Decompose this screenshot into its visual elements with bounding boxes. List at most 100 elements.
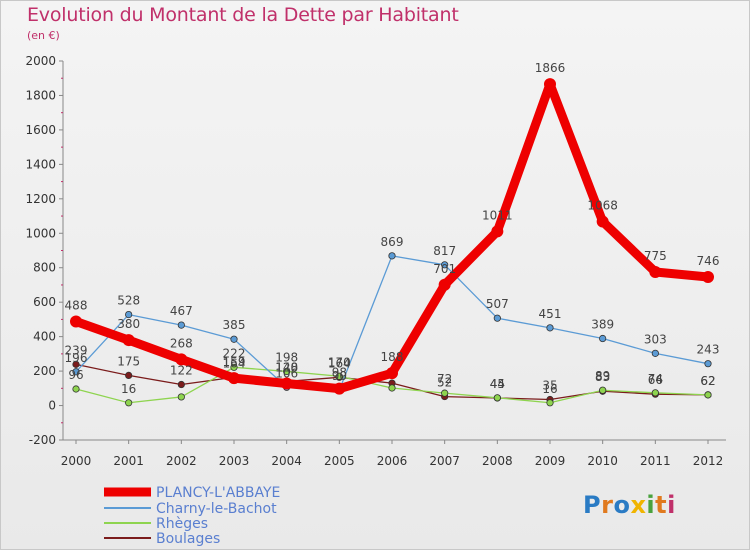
data-point bbox=[230, 335, 238, 343]
x-tick-label: 2004 bbox=[271, 454, 302, 468]
data-point bbox=[335, 372, 343, 380]
y-tick-label: 1600 bbox=[25, 123, 56, 137]
data-label: 488 bbox=[65, 298, 88, 312]
data-label: 1866 bbox=[535, 61, 566, 75]
data-label: 303 bbox=[644, 332, 667, 346]
data-point bbox=[493, 314, 501, 322]
data-label: 380 bbox=[117, 317, 140, 331]
y-tick-label: 400 bbox=[33, 330, 56, 344]
data-label: 451 bbox=[539, 307, 562, 321]
data-label: 746 bbox=[697, 254, 720, 268]
data-point bbox=[72, 360, 80, 368]
x-tick-label: 2011 bbox=[640, 454, 671, 468]
logo-letter: P bbox=[583, 491, 602, 519]
data-label: 869 bbox=[381, 235, 404, 249]
data-point bbox=[125, 371, 133, 379]
data-point bbox=[228, 372, 240, 385]
chart-subtitle: (en €) bbox=[27, 29, 60, 42]
data-label: 239 bbox=[65, 343, 88, 357]
data-point bbox=[599, 334, 607, 343]
legend-label: Charny-le-Bachot bbox=[156, 501, 277, 517]
y-tick-label: 1200 bbox=[25, 192, 56, 206]
data-point bbox=[388, 384, 396, 392]
data-label: 35 bbox=[542, 379, 557, 393]
data-label: 98 bbox=[332, 366, 347, 380]
data-point bbox=[72, 368, 80, 376]
data-label: 243 bbox=[697, 343, 720, 357]
x-tick-label: 2005 bbox=[324, 454, 355, 468]
x-tick-label: 2012 bbox=[693, 454, 724, 468]
data-label: 89 bbox=[595, 369, 610, 383]
data-point bbox=[649, 266, 662, 279]
data-point bbox=[596, 215, 609, 228]
data-point bbox=[599, 386, 607, 394]
legend-label: Rhèges bbox=[156, 516, 208, 532]
chart-axes: -200 0 200 400 600 800 1000 1200 1400 1600 1800 200… bbox=[25, 54, 726, 468]
data-point bbox=[441, 261, 449, 269]
logo-letter: i bbox=[667, 491, 676, 519]
x-tick-label: 2008 bbox=[482, 454, 513, 468]
data-point bbox=[704, 360, 712, 368]
data-label: 198 bbox=[275, 350, 298, 364]
logo-letter: o bbox=[613, 491, 631, 519]
data-point bbox=[72, 385, 80, 393]
data-point bbox=[386, 367, 398, 380]
data-label: 128 bbox=[275, 360, 298, 374]
data-label: 1011 bbox=[482, 208, 513, 222]
data-point bbox=[125, 399, 133, 407]
y-tick-label: 1000 bbox=[25, 226, 56, 240]
data-point bbox=[70, 315, 82, 328]
data-label: 66 bbox=[648, 373, 663, 387]
logo-letter: x bbox=[630, 491, 647, 519]
y-tick-label: 0 bbox=[48, 399, 56, 413]
data-label: 106 bbox=[275, 366, 298, 380]
data-point bbox=[175, 353, 188, 366]
data-label: 164 bbox=[328, 356, 351, 370]
x-tick-label: 2009 bbox=[535, 454, 566, 468]
data-label: 74 bbox=[648, 372, 663, 386]
x-tick-label: 2007 bbox=[429, 454, 460, 468]
data-label: 385 bbox=[223, 318, 246, 332]
data-label: 389 bbox=[591, 318, 614, 332]
x-tick-label: 2002 bbox=[166, 454, 197, 468]
series-points bbox=[70, 78, 714, 407]
y-tick-label: -200 bbox=[29, 433, 56, 447]
logo-letter: i bbox=[646, 491, 656, 519]
chart-legend: PLANCY-L'ABBAYECharny-le-BachotRhègesBou… bbox=[104, 485, 280, 547]
data-label: 1068 bbox=[587, 199, 618, 213]
proxiti-logo: Proxiti bbox=[583, 491, 676, 519]
data-point bbox=[546, 324, 554, 332]
data-label: 188 bbox=[381, 350, 404, 364]
data-point bbox=[651, 349, 659, 357]
x-tick-label: 2010 bbox=[587, 454, 618, 468]
data-point bbox=[491, 225, 504, 238]
y-tick-label: 600 bbox=[33, 295, 56, 309]
data-label: 817 bbox=[433, 244, 456, 258]
data-label: 196 bbox=[65, 351, 88, 365]
data-label: 90 bbox=[332, 369, 347, 383]
data-point bbox=[177, 393, 185, 401]
data-point bbox=[177, 321, 185, 329]
data-label: 62 bbox=[700, 374, 715, 388]
data-label: 701 bbox=[433, 262, 456, 276]
data-point bbox=[704, 391, 712, 399]
data-label: 16 bbox=[542, 382, 557, 396]
logo-letter: r bbox=[601, 491, 614, 519]
data-label: 62 bbox=[700, 374, 715, 388]
data-point bbox=[493, 394, 501, 402]
data-label: 122 bbox=[170, 364, 193, 378]
data-point bbox=[125, 310, 133, 319]
data-label: 268 bbox=[170, 336, 193, 350]
data-label: 96 bbox=[68, 368, 83, 382]
data-point bbox=[230, 363, 238, 371]
chart-title: Evolution du Montant de la Dette par Hab… bbox=[27, 4, 459, 26]
data-label: 175 bbox=[117, 354, 140, 368]
data-label: 528 bbox=[117, 294, 140, 308]
data-point bbox=[702, 271, 714, 284]
data-label: 507 bbox=[486, 297, 509, 311]
data-label: 140 bbox=[275, 360, 298, 374]
data-label: 52 bbox=[437, 376, 452, 390]
x-tick-label: 2001 bbox=[113, 454, 144, 468]
data-label: 45 bbox=[490, 377, 505, 391]
